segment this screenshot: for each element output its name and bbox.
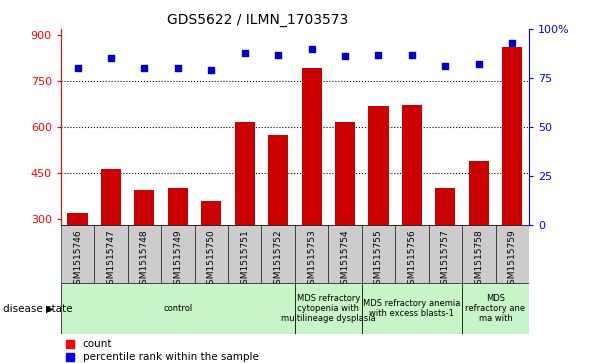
Text: GSM1515757: GSM1515757 [441, 230, 450, 290]
Bar [67, 213, 88, 311]
FancyBboxPatch shape [128, 225, 161, 283]
Text: MDS
refractory ane
ma with: MDS refractory ane ma with [466, 294, 525, 323]
Text: disease state: disease state [3, 303, 72, 314]
Point [340, 54, 350, 60]
Point [73, 65, 83, 71]
Text: GSM1515752: GSM1515752 [274, 230, 283, 290]
FancyBboxPatch shape [295, 225, 328, 283]
Text: MDS refractory anemia
with excess blasts-1: MDS refractory anemia with excess blasts… [363, 299, 461, 318]
Bar [134, 191, 154, 311]
FancyBboxPatch shape [328, 225, 362, 283]
Bar [235, 122, 255, 311]
Point [106, 56, 116, 61]
Point [440, 64, 450, 69]
FancyBboxPatch shape [362, 225, 395, 283]
Point [240, 50, 249, 56]
Bar [101, 169, 121, 311]
Bar [168, 188, 188, 311]
Point [206, 67, 216, 73]
Point [507, 40, 517, 46]
Text: GSM1515758: GSM1515758 [474, 230, 483, 290]
Bar [302, 68, 322, 311]
Bar [402, 105, 422, 311]
Bar [268, 135, 288, 311]
Point [273, 52, 283, 57]
FancyBboxPatch shape [295, 283, 362, 334]
Point [407, 52, 416, 57]
FancyBboxPatch shape [94, 225, 128, 283]
Text: GSM1515759: GSM1515759 [508, 230, 517, 290]
FancyBboxPatch shape [462, 283, 529, 334]
Point [373, 52, 383, 57]
Text: GSM1515749: GSM1515749 [173, 230, 182, 290]
FancyBboxPatch shape [61, 225, 94, 283]
Point [474, 61, 483, 67]
Text: GSM1515753: GSM1515753 [307, 230, 316, 290]
FancyBboxPatch shape [462, 225, 496, 283]
Text: GSM1515755: GSM1515755 [374, 230, 383, 290]
Point [173, 65, 182, 71]
Text: GSM1515747: GSM1515747 [106, 230, 116, 290]
Bar [435, 188, 455, 311]
FancyBboxPatch shape [362, 283, 462, 334]
Bar [502, 48, 522, 311]
Text: GSM1515748: GSM1515748 [140, 230, 149, 290]
Text: control: control [163, 304, 193, 313]
Text: ▶: ▶ [46, 303, 54, 314]
Bar [201, 200, 221, 311]
FancyBboxPatch shape [395, 225, 429, 283]
Text: GSM1515751: GSM1515751 [240, 230, 249, 290]
Text: GSM1515754: GSM1515754 [340, 230, 350, 290]
FancyBboxPatch shape [429, 225, 462, 283]
Bar [335, 122, 355, 311]
FancyBboxPatch shape [61, 283, 295, 334]
Text: GSM1515750: GSM1515750 [207, 230, 216, 290]
Text: GSM1515756: GSM1515756 [407, 230, 416, 290]
FancyBboxPatch shape [195, 225, 228, 283]
Text: MDS refractory
cytopenia with
multilineage dysplasia: MDS refractory cytopenia with multilinea… [281, 294, 376, 323]
Bar [469, 161, 489, 311]
Text: GSM1515746: GSM1515746 [73, 230, 82, 290]
Point [306, 46, 316, 52]
Bar [368, 106, 389, 311]
Legend: count, percentile rank within the sample: count, percentile rank within the sample [66, 339, 258, 362]
FancyBboxPatch shape [161, 225, 195, 283]
FancyBboxPatch shape [496, 225, 529, 283]
FancyBboxPatch shape [261, 225, 295, 283]
Point [139, 65, 150, 71]
Title: GDS5622 / ILMN_1703573: GDS5622 / ILMN_1703573 [167, 13, 348, 26]
FancyBboxPatch shape [228, 225, 261, 283]
